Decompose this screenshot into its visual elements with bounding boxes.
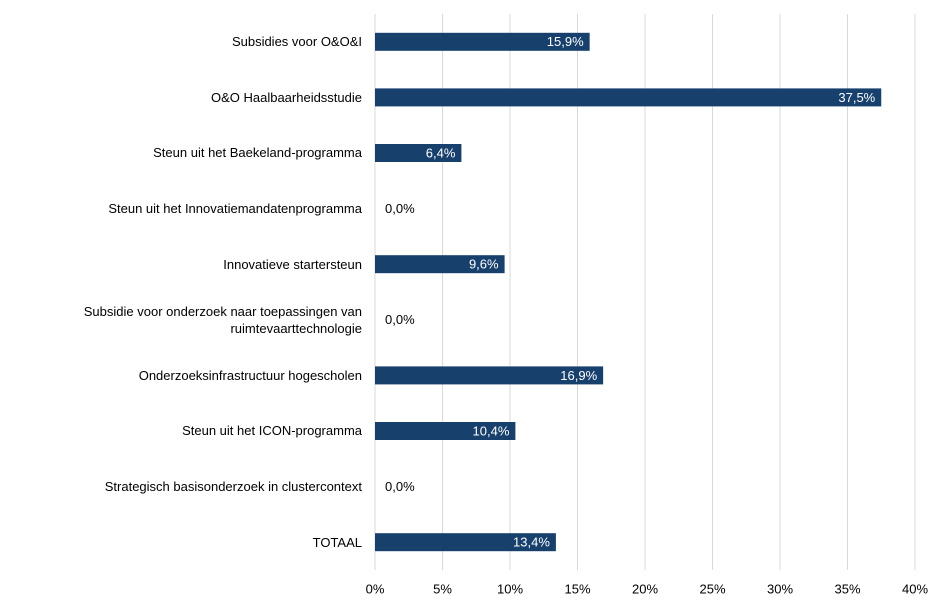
y-tick-label: Onderzoeksinfrastructuur hogescholen <box>138 367 362 383</box>
y-tick-label: Subsidie voor onderzoek naar toepassinge… <box>83 303 362 336</box>
y-tick-label: Strategisch basisonderzoek in clustercon… <box>104 479 362 495</box>
value-label: 13,4% <box>513 535 550 550</box>
value-label: 15,9% <box>547 34 584 49</box>
value-label: 0,0% <box>385 201 415 216</box>
value-label: 0,0% <box>385 479 415 494</box>
bar <box>375 144 462 162</box>
x-tick-label: 30% <box>767 581 793 596</box>
y-tick-label: Subsidies voor O&O&I <box>231 34 362 50</box>
x-tick-label: 20% <box>632 581 658 596</box>
bar <box>375 422 516 440</box>
x-tick-label: 0% <box>366 581 385 596</box>
x-tick-label: 15% <box>564 581 590 596</box>
x-tick-label: 35% <box>834 581 860 596</box>
value-label: 0,0% <box>385 312 415 327</box>
x-tick-label: 5% <box>433 581 452 596</box>
x-tick-label: 40% <box>902 581 928 596</box>
bar <box>375 533 556 552</box>
y-tick-label: Steun uit het Baekeland-programma <box>153 145 362 161</box>
bar <box>375 255 505 274</box>
bar <box>375 32 590 51</box>
x-tick-label: 10% <box>497 581 523 596</box>
bar <box>375 366 604 385</box>
value-label: 37,5% <box>838 90 875 105</box>
value-label: 16,9% <box>560 368 597 383</box>
y-tick-label: Steun uit het Innovatiemandatenprogramma <box>108 201 362 217</box>
value-label: 10,4% <box>473 423 510 438</box>
value-label: 9,6% <box>469 257 499 272</box>
y-tick-label: Steun uit het ICON-programma <box>182 423 362 439</box>
bar <box>375 88 882 107</box>
value-label: 6,4% <box>426 145 456 160</box>
y-tick-label: O&O Haalbaarheidsstudie <box>210 89 362 105</box>
y-tick-label: TOTAAL <box>312 534 362 550</box>
x-tick-label: 25% <box>699 581 725 596</box>
y-tick-label: Innovatieve startersteun <box>223 256 362 272</box>
